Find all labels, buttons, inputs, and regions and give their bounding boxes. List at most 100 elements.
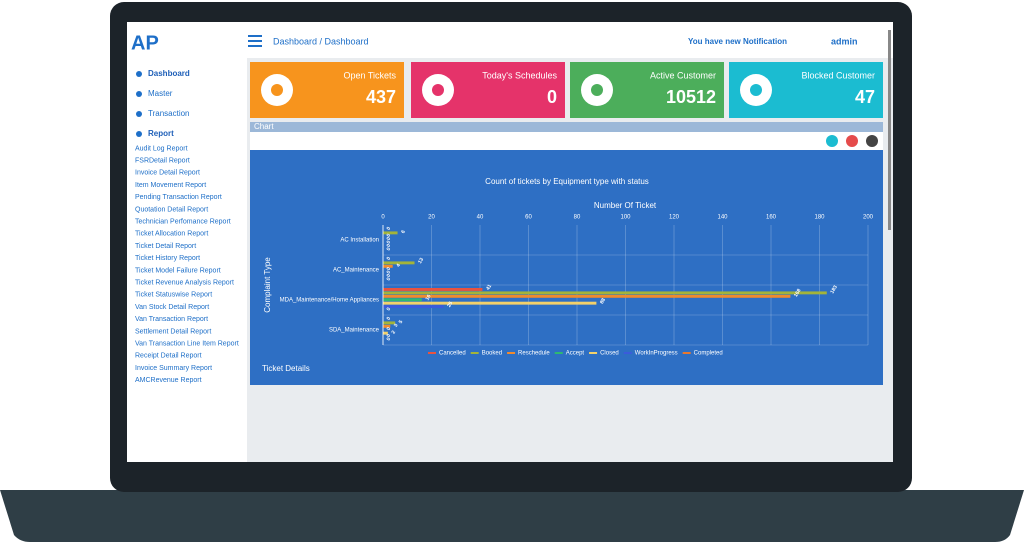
value-label: 0 (386, 326, 393, 332)
chart-button[interactable] (826, 135, 838, 147)
user-name[interactable]: admin (831, 36, 858, 46)
bar (383, 301, 597, 305)
panel-footer: Ticket Details (262, 364, 310, 373)
value-label: 88 (599, 297, 607, 305)
value-label: 0 (386, 336, 393, 342)
card-label: Active Customer (650, 70, 716, 80)
y-tick-label: AC Installation (340, 238, 379, 244)
y-tick-label: AC_Maintenance (333, 268, 380, 274)
x-tick-label: 100 (620, 215, 631, 221)
report-link[interactable]: Van Stock Detail Report (135, 304, 209, 311)
value-label: 0 (386, 316, 393, 322)
chart-button[interactable] (866, 135, 878, 147)
menu-toggle[interactable] (248, 35, 262, 47)
card-icon-glyph (432, 84, 444, 96)
report-link[interactable]: FSRDetail Report (135, 158, 190, 165)
report-link[interactable]: Van Transaction Line Item Report (135, 341, 239, 348)
report-link[interactable]: Invoice Detail Report (135, 170, 200, 177)
chart-button[interactable] (846, 135, 858, 147)
value-label: 4 (395, 263, 402, 269)
card-icon-glyph (591, 84, 603, 96)
value-label: 0 (386, 243, 393, 249)
bar (383, 298, 422, 302)
breadcrumb[interactable]: Dashboard / Dashboard (273, 36, 369, 46)
legend-label[interactable]: Closed (600, 351, 619, 357)
card-icon-glyph (750, 84, 762, 96)
card-label: Open Tickets (343, 70, 396, 80)
report-link[interactable]: Ticket Statuswise Report (135, 292, 212, 299)
bar (383, 231, 398, 235)
value-label: 168 (793, 288, 802, 298)
panel-title: Chart (254, 122, 274, 131)
legend-label[interactable]: Booked (482, 351, 502, 357)
value-label: 5 (398, 319, 405, 325)
nav-icon (136, 111, 142, 117)
card-value: 47 (855, 87, 875, 107)
bar (383, 288, 483, 291)
report-link[interactable]: Audit Log Report (135, 145, 188, 152)
value-label: 0 (386, 233, 393, 239)
bar (383, 294, 791, 298)
report-link[interactable]: Van Transaction Report (135, 316, 208, 323)
y-tick-label: MDA_Maintenance/Home Appliances (280, 298, 379, 304)
report-link[interactable]: Receipt Detail Report (135, 353, 202, 360)
legend-label[interactable]: Reschedule (518, 351, 550, 357)
panel-header (250, 122, 883, 132)
laptop-base (0, 490, 1024, 542)
value-label: 41 (485, 283, 493, 291)
nav-item[interactable]: Dashboard (148, 69, 190, 78)
notification[interactable]: You have new Notification (688, 37, 787, 46)
chart-area (250, 150, 883, 385)
report-link[interactable]: Invoice Summary Report (135, 365, 212, 372)
x-tick-label: 40 (477, 215, 484, 221)
x-tick-label: 200 (863, 215, 874, 221)
bar (383, 321, 396, 325)
report-link[interactable]: AMCRevenue Report (135, 377, 202, 384)
report-link[interactable]: Ticket Allocation Report (135, 231, 208, 238)
report-link[interactable]: Ticket History Report (135, 255, 200, 262)
logo: AP (131, 32, 159, 54)
legend-label[interactable]: Cancelled (439, 351, 466, 357)
value-label: 0 (386, 266, 393, 272)
value-label: 0 (386, 276, 393, 282)
value-label: 3 (393, 323, 400, 329)
report-link[interactable]: Pending Transaction Report (135, 194, 222, 201)
nav-item[interactable]: Report (148, 129, 174, 138)
nav-item[interactable]: Master (148, 89, 173, 98)
bar (383, 305, 444, 309)
card-label: Today's Schedules (482, 70, 557, 80)
sidebar (127, 22, 247, 462)
card-value: 437 (366, 87, 396, 107)
x-tick-label: 160 (766, 215, 777, 221)
report-link[interactable]: Settlement Detail Report (135, 328, 211, 335)
report-link[interactable]: Quotation Detail Report (135, 206, 208, 213)
report-link[interactable]: Ticket Detail Report (135, 243, 196, 250)
report-link[interactable]: Technician Perfomance Report (135, 219, 231, 226)
scrollbar (888, 30, 891, 230)
nav-item[interactable]: Transaction (148, 109, 190, 118)
y-axis-label: Complaint Type (263, 257, 272, 313)
x-tick-label: 0 (381, 215, 385, 221)
card-value: 0 (547, 87, 557, 107)
legend-label[interactable]: WorkInProgress (635, 351, 678, 357)
legend-label[interactable]: Completed (694, 351, 723, 357)
x-tick-label: 140 (717, 215, 728, 221)
x-tick-label: 20 (428, 215, 435, 221)
bar (383, 324, 391, 328)
x-tick-label: 60 (525, 215, 532, 221)
x-tick-label: 80 (574, 215, 581, 221)
card-label: Blocked Customer (801, 70, 875, 80)
value-label: 13 (417, 257, 425, 265)
legend-label[interactable]: Accept (566, 351, 585, 357)
nav-icon (136, 71, 142, 77)
x-axis-label: Number Of Ticket (594, 201, 657, 210)
report-link[interactable]: Ticket Revenue Analysis Report (135, 280, 234, 287)
value-label: 0 (386, 226, 393, 232)
report-link[interactable]: Ticket Model Failure Report (135, 267, 221, 274)
x-tick-label: 180 (814, 215, 825, 221)
report-link[interactable]: Item Movement Report (135, 182, 206, 189)
y-tick-label: SDA_Maintenance (329, 328, 380, 334)
value-label: 0 (386, 306, 393, 312)
